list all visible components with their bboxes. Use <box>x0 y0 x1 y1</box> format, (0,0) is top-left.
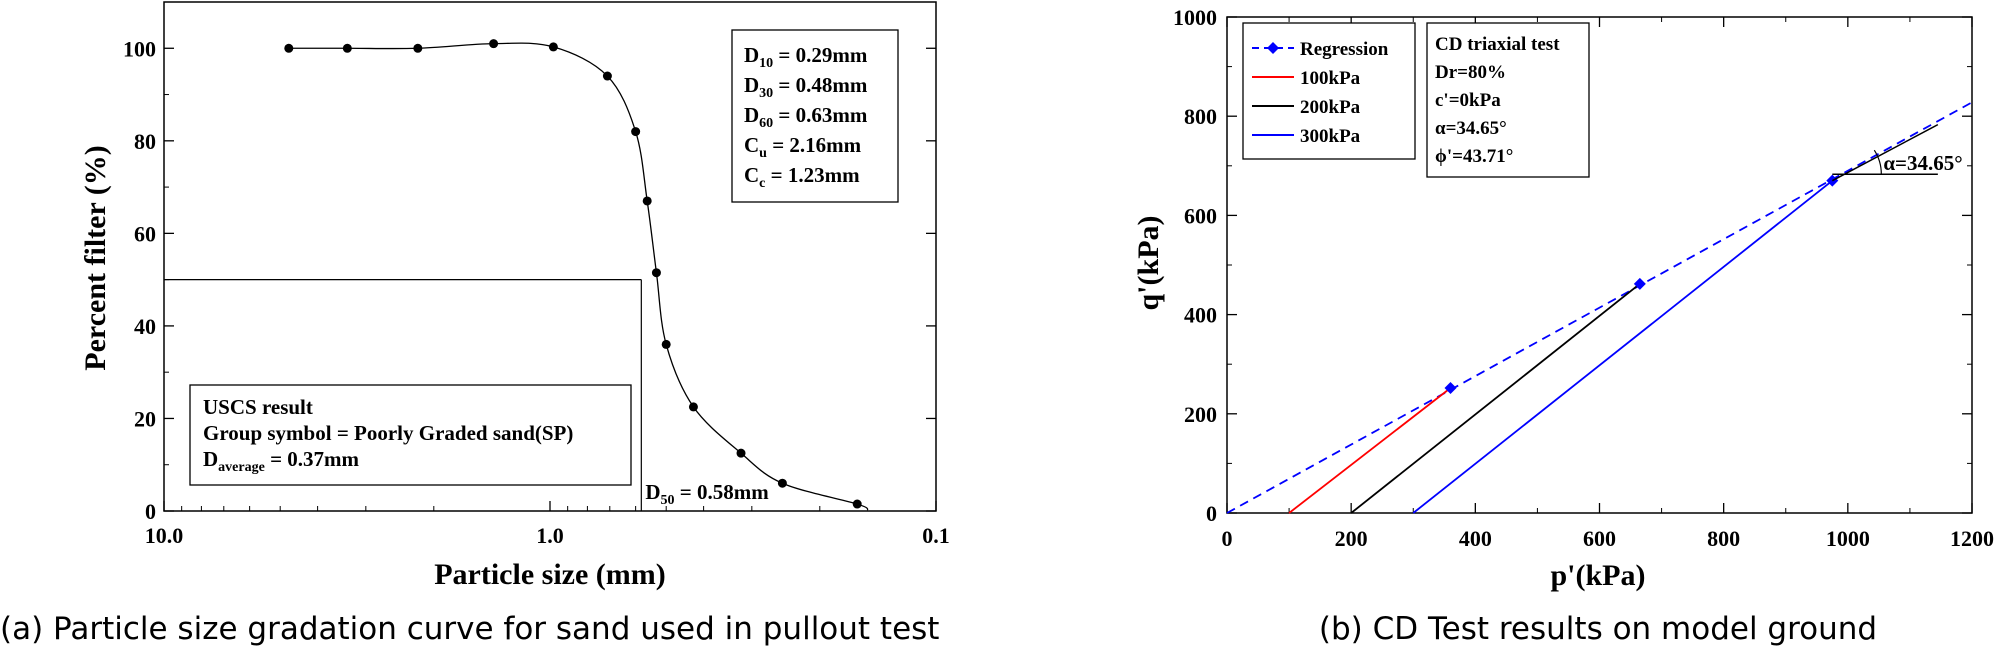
cd-info-line: c'=0kPa <box>1435 90 1501 111</box>
data-point <box>651 268 661 278</box>
series-line-300kpa <box>1412 179 1833 514</box>
cd-y-axis-label: q'(kPa) <box>1132 215 1165 310</box>
regression-point <box>1633 277 1646 290</box>
data-point <box>489 39 499 49</box>
gradation-chart: 0 20 40 60 80 100 10.0 1.0 0.1 D50 = 0.58mm D10… <box>0 1 950 646</box>
angle-arc <box>1873 149 1882 175</box>
data-point <box>284 43 294 53</box>
x-tick-label: 10.0 <box>145 523 184 548</box>
y-tick-label: 0 <box>145 499 156 524</box>
data-point <box>413 43 423 53</box>
data-point <box>602 71 612 81</box>
data-point <box>777 478 787 488</box>
y-tick-label: 60 <box>134 221 156 246</box>
gradation-x-axis-label: Particle size (mm) <box>434 558 666 591</box>
gradation-y-axis-label: Percent filter (%) <box>79 145 112 370</box>
x-tick-label: 200 <box>1335 526 1368 551</box>
gradation-info-line: Cu = 2.16mm <box>744 133 862 161</box>
y-tick-label: 80 <box>134 129 156 154</box>
data-point <box>661 339 671 349</box>
caption-b: (b) CD Test results on model ground <box>1319 611 1877 646</box>
y-tick-label: 20 <box>134 406 156 431</box>
y-tick-label: 400 <box>1184 303 1217 328</box>
data-point <box>736 448 746 458</box>
gradation-info-line: D30 = 0.48mm <box>744 73 868 101</box>
y-tick-label: 600 <box>1184 203 1217 228</box>
legend-label: 200kPa <box>1300 97 1361 118</box>
regression-point <box>1444 382 1457 395</box>
y-tick-label: 200 <box>1184 402 1217 427</box>
cd-x-axis-label: p'(kPa) <box>1550 559 1645 592</box>
y-tick-label: 1000 <box>1173 5 1217 30</box>
x-tick-label: 600 <box>1583 526 1616 551</box>
data-point <box>631 127 641 137</box>
gradation-info-box <box>731 29 899 203</box>
angle-label: α=34.65° <box>1883 151 1962 175</box>
cd-info-line: Dr=80% <box>1435 62 1506 83</box>
x-tick-label: 1200 <box>1950 526 1994 551</box>
x-tick-label: 400 <box>1459 526 1492 551</box>
x-tick-label: 800 <box>1707 526 1740 551</box>
cd-info-line: CD triaxial test <box>1435 34 1560 55</box>
legend-label: 100kPa <box>1300 68 1361 89</box>
series-line-100kpa <box>1288 387 1452 514</box>
data-point <box>342 43 352 53</box>
caption-a: (a) Particle size gradation curve for sa… <box>0 611 939 646</box>
gradation-info-line: D60 = 0.63mm <box>744 103 868 131</box>
data-point <box>642 196 652 206</box>
uscs-result-box <box>189 384 632 486</box>
uscs-daverage: Daverage = 0.37mm <box>203 447 360 475</box>
legend-label: Regression <box>1300 39 1389 60</box>
uscs-group: Group symbol = Poorly Graded sand(SP) <box>203 421 573 445</box>
uscs-title: USCS result <box>203 395 313 419</box>
x-tick-label: 0.1 <box>922 523 950 548</box>
legend-marker <box>1267 42 1279 54</box>
cd-info-box <box>1426 22 1590 178</box>
gradation-info-line: Cc = 1.23mm <box>744 163 860 191</box>
legend-label: 300kPa <box>1300 126 1361 147</box>
slope-line <box>1831 123 1939 182</box>
x-tick-label: 1.0 <box>536 523 564 548</box>
x-tick-label: 0 <box>1222 526 1233 551</box>
y-tick-label: 100 <box>123 36 156 61</box>
data-point <box>688 402 698 412</box>
data-point <box>548 42 558 52</box>
data-point <box>852 499 862 509</box>
d50-label: D50 = 0.58mm <box>645 480 769 508</box>
y-tick-label: 800 <box>1184 104 1217 129</box>
series-line-regression <box>1226 101 1973 514</box>
gradation-info-line: D10 = 0.29mm <box>744 43 868 71</box>
series-line-200kpa <box>1350 283 1641 514</box>
y-tick-label: 0 <box>1206 501 1217 526</box>
cd-info-line: ϕ'=43.71° <box>1435 146 1513 167</box>
y-tick-label: 40 <box>134 314 156 339</box>
x-tick-label: 1000 <box>1826 526 1870 551</box>
cd-info-line: α=34.65° <box>1435 118 1507 139</box>
